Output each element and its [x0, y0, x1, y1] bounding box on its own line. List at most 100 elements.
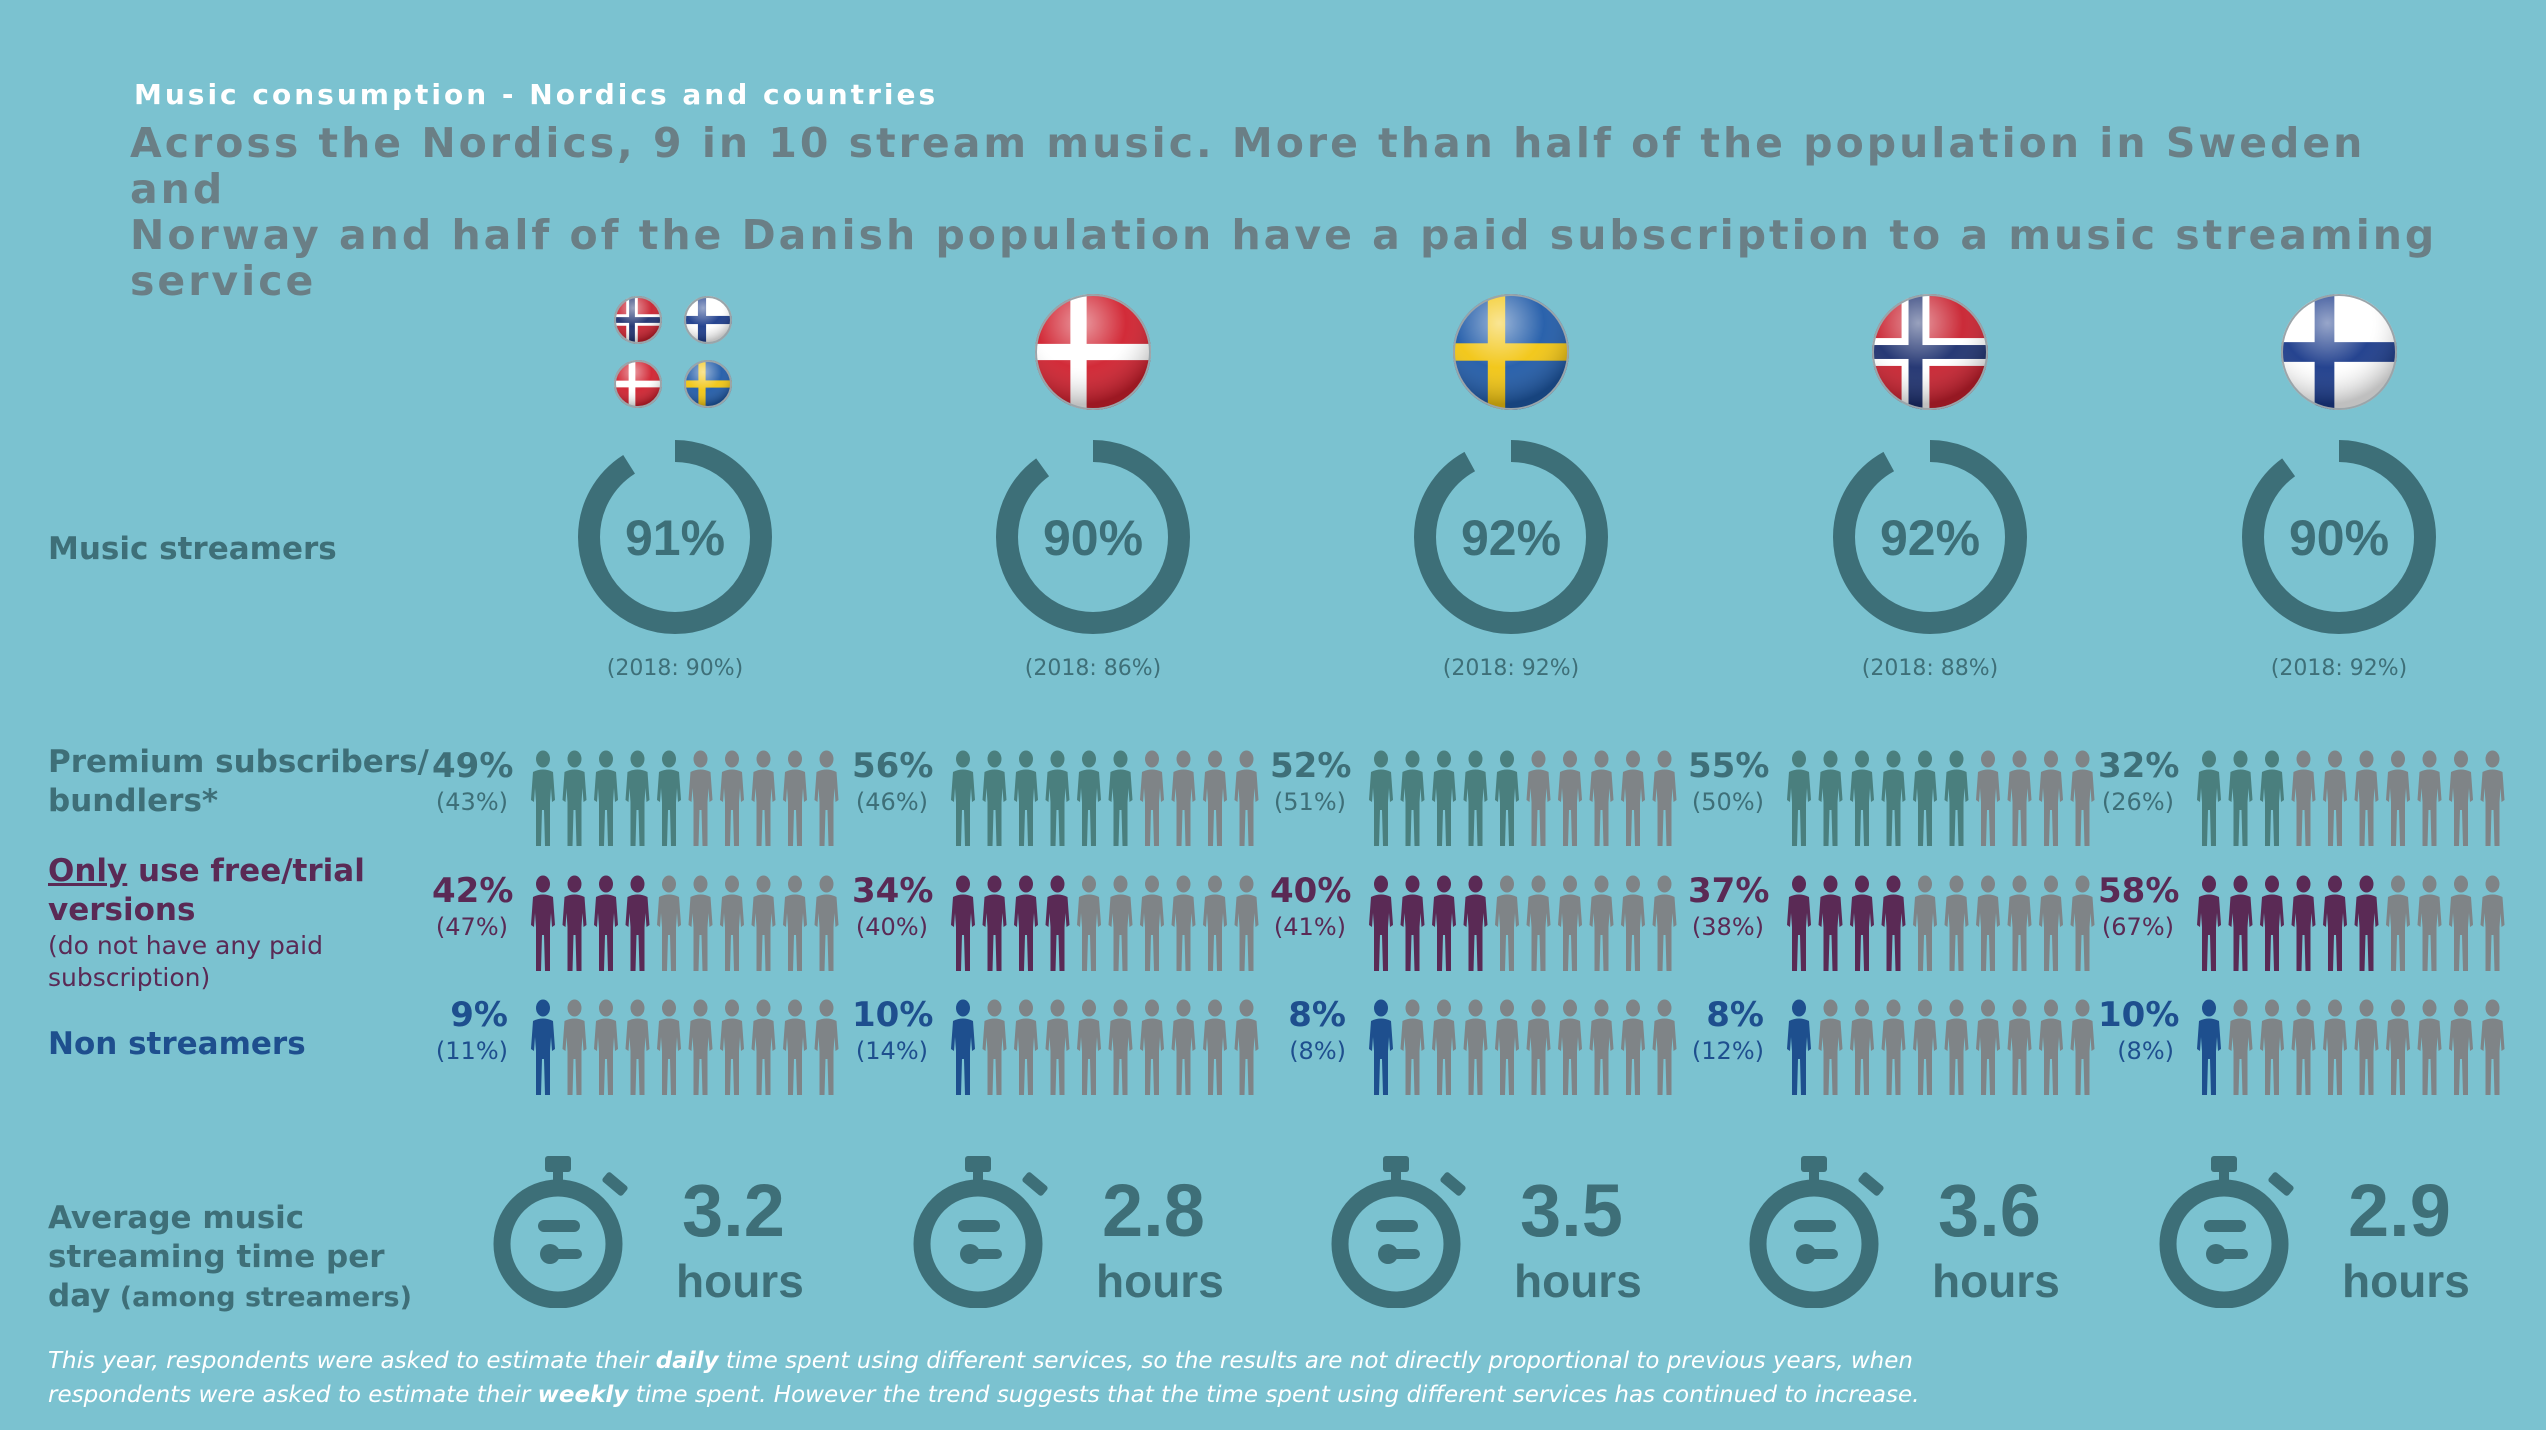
- section-kicker: Music consumption - Nordics and countrie…: [134, 78, 939, 111]
- person-icon: [783, 750, 807, 846]
- streamers-pct-label: 92%: [1461, 510, 1561, 566]
- premium-people-row: [1369, 750, 1677, 846]
- streamers-ring: 92%: [1833, 440, 2027, 634]
- person-icon: [1400, 999, 1425, 1095]
- person-icon: [2260, 999, 2284, 1095]
- premium-pct: 52%: [1270, 746, 1352, 786]
- person-icon: [1913, 875, 1937, 971]
- person-icon: [1140, 750, 1164, 846]
- row-label-time: Average music streaming time per day (am…: [48, 1199, 412, 1316]
- person-icon: [562, 750, 587, 846]
- streamers-prev-year: (2018: 92%): [1442, 656, 1580, 681]
- footnote-text: respondents were asked to estimate their: [48, 1382, 538, 1408]
- person-icon: [594, 750, 618, 846]
- person-icon: [531, 999, 555, 1095]
- person-icon: [1369, 999, 1393, 1095]
- premium-prev-year: (51%): [1273, 788, 1346, 816]
- person-icon: [2260, 875, 2284, 971]
- person-icon: [783, 999, 807, 1095]
- headline: Across the Nordics, 9 in 10 stream music…: [130, 120, 2460, 304]
- person-icon: [982, 999, 1007, 1095]
- person-icon: [594, 875, 618, 971]
- streamers-pct-label: 91%: [625, 510, 725, 566]
- streamers-pct-label: 92%: [1880, 510, 1980, 566]
- person-icon: [1077, 875, 1101, 971]
- premium-pct: 55%: [1688, 746, 1770, 786]
- person-icon: [2417, 875, 2442, 971]
- person-icon: [1787, 875, 1811, 971]
- person-icon: [688, 750, 713, 846]
- person-icon: [2386, 750, 2410, 846]
- row-label-non: Non streamers: [48, 1026, 306, 1062]
- person-icon: [2039, 875, 2063, 971]
- non-people-row: [2197, 999, 2505, 1095]
- person-icon: [1045, 999, 1070, 1095]
- person-icon: [2291, 999, 2316, 1095]
- stopwatch-icon: [1749, 1156, 1884, 1308]
- row-label-time-among: (among streamers): [110, 1282, 412, 1313]
- premium-pct: 56%: [852, 746, 934, 786]
- person-icon: [625, 750, 650, 846]
- person-icon: [1589, 750, 1614, 846]
- person-icon: [1108, 999, 1133, 1095]
- person-icon: [1976, 875, 2000, 971]
- row-label-premium-line2: bundlers*: [48, 783, 219, 819]
- person-icon: [2228, 999, 2253, 1095]
- person-icon: [1203, 750, 1227, 846]
- person-icon: [625, 875, 650, 971]
- free-people-row: [951, 875, 1259, 971]
- person-icon: [1589, 999, 1614, 1095]
- person-icon: [1976, 999, 2000, 1095]
- person-icon: [1400, 875, 1425, 971]
- premium-prev-year: (26%): [2101, 788, 2174, 816]
- non-prev-year: (12%): [1691, 1037, 1764, 1065]
- person-icon: [2354, 875, 2379, 971]
- footnote: This year, respondents were asked to est…: [48, 1344, 2448, 1412]
- person-icon: [814, 999, 839, 1095]
- person-icon: [1014, 750, 1038, 846]
- row-label-time-line3: day (among streamers): [48, 1277, 412, 1316]
- non-prev-year: (14%): [855, 1037, 928, 1065]
- hours-value: 3.2: [682, 1169, 785, 1252]
- person-icon: [1526, 750, 1551, 846]
- free-prev-year: (41%): [1273, 913, 1346, 941]
- non-pct: 8%: [1288, 995, 1346, 1035]
- free-prev-year: (38%): [1691, 913, 1764, 941]
- person-icon: [531, 875, 555, 971]
- person-icon: [2260, 750, 2284, 846]
- person-icon: [1818, 750, 1843, 846]
- row-label-time-line1: Average music: [48, 1200, 305, 1236]
- hours-unit: hours: [2342, 1255, 2470, 1307]
- streamers-pct-label: 90%: [2289, 510, 2389, 566]
- person-icon: [1558, 999, 1582, 1095]
- person-icon: [1621, 999, 1645, 1095]
- premium-people-row: [1787, 750, 2095, 846]
- person-icon: [1881, 875, 1906, 971]
- row-label-free-sub2: subscription): [48, 963, 211, 992]
- non-pct: 8%: [1706, 995, 1764, 1035]
- person-icon: [951, 750, 975, 846]
- person-icon: [2386, 999, 2410, 1095]
- norway-flag-icon: [1872, 294, 1988, 410]
- person-icon: [1463, 999, 1488, 1095]
- premium-people-row: [951, 750, 1259, 846]
- streamers-ring: 92%: [1414, 440, 1608, 634]
- row-label-free-rest: use free/trial: [127, 853, 365, 889]
- person-icon: [1234, 750, 1259, 846]
- person-icon: [1913, 999, 1937, 1095]
- premium-prev-year: (43%): [435, 788, 508, 816]
- person-icon: [1234, 875, 1259, 971]
- person-icon: [1558, 750, 1582, 846]
- person-icon: [1850, 999, 1874, 1095]
- person-icon: [951, 999, 975, 1095]
- person-icon: [1850, 875, 1874, 971]
- hours-value: 2.8: [1102, 1169, 1205, 1252]
- stopwatch-icon: [2159, 1156, 2294, 1308]
- person-icon: [814, 875, 839, 971]
- person-icon: [1140, 875, 1164, 971]
- non-pct: 10%: [2098, 995, 2180, 1035]
- row-label-free-line2: versions: [48, 892, 196, 928]
- person-icon: [2323, 999, 2347, 1095]
- person-icon: [1432, 875, 1456, 971]
- person-icon: [720, 750, 744, 846]
